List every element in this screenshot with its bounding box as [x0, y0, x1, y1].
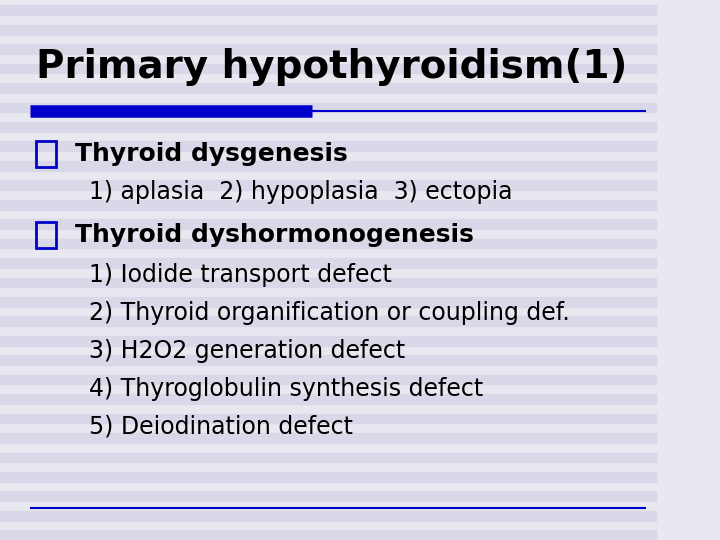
Bar — [36, 141, 55, 167]
Bar — [0, 394, 656, 404]
Bar — [0, 278, 656, 287]
Bar — [0, 103, 656, 112]
Bar — [0, 122, 656, 132]
Bar — [0, 141, 656, 151]
Text: 1) aplasia  2) hypoplasia  3) ectopia: 1) aplasia 2) hypoplasia 3) ectopia — [89, 180, 512, 204]
Text: Thyroid dyshormonogenesis: Thyroid dyshormonogenesis — [76, 223, 474, 247]
Bar — [0, 316, 656, 326]
Bar — [0, 5, 656, 15]
Bar — [0, 297, 656, 307]
Bar — [0, 530, 656, 540]
Bar — [0, 472, 656, 482]
Bar — [0, 491, 656, 501]
Text: Primary hypothyroidism(1): Primary hypothyroidism(1) — [36, 49, 627, 86]
Bar — [0, 219, 656, 229]
Bar — [0, 83, 656, 93]
Text: 5) Deiodination defect: 5) Deiodination defect — [89, 415, 353, 438]
Text: 3) H2O2 generation defect: 3) H2O2 generation defect — [89, 339, 405, 363]
Text: 1) Iodide transport defect: 1) Iodide transport defect — [89, 264, 392, 287]
Bar — [0, 453, 656, 462]
Bar — [0, 433, 656, 443]
Text: 4) Thyroglobulin synthesis defect: 4) Thyroglobulin synthesis defect — [89, 377, 483, 401]
Bar — [0, 180, 656, 190]
Bar — [0, 336, 656, 346]
Text: 2) Thyroid organification or coupling def.: 2) Thyroid organification or coupling de… — [89, 301, 570, 325]
Bar — [0, 44, 656, 54]
Bar — [0, 200, 656, 210]
Bar — [0, 258, 656, 268]
Bar — [0, 239, 656, 248]
Bar — [0, 511, 656, 521]
Bar — [36, 222, 55, 248]
Bar — [0, 414, 656, 423]
Bar — [0, 375, 656, 384]
Bar — [0, 64, 656, 73]
Bar — [0, 355, 656, 365]
Bar — [0, 161, 656, 171]
Text: Thyroid dysgenesis: Thyroid dysgenesis — [76, 142, 348, 166]
Bar — [0, 25, 656, 35]
